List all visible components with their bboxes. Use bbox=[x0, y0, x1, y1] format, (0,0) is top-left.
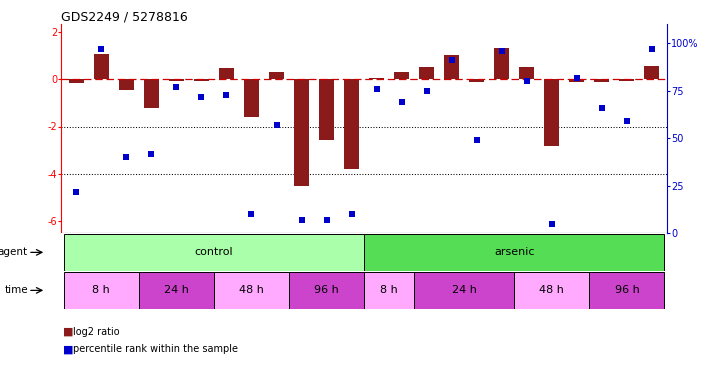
Bar bbox=[169, 79, 184, 81]
Bar bbox=[219, 68, 234, 79]
Bar bbox=[139, 272, 214, 309]
Point bbox=[396, 99, 407, 105]
Bar bbox=[519, 67, 534, 79]
Text: 24 h: 24 h bbox=[452, 285, 477, 296]
Bar bbox=[364, 234, 665, 271]
Point bbox=[171, 84, 182, 90]
Text: ■: ■ bbox=[63, 345, 74, 354]
Bar bbox=[394, 72, 409, 79]
Bar bbox=[194, 79, 209, 81]
Bar bbox=[544, 79, 559, 146]
Text: 96 h: 96 h bbox=[614, 285, 640, 296]
Text: 96 h: 96 h bbox=[314, 285, 339, 296]
Bar bbox=[119, 79, 134, 90]
Bar bbox=[94, 54, 109, 79]
Point bbox=[596, 105, 608, 111]
Point bbox=[71, 189, 82, 195]
Bar bbox=[269, 72, 284, 79]
Point bbox=[546, 221, 557, 227]
Point bbox=[321, 217, 332, 223]
Text: ■: ■ bbox=[63, 327, 74, 337]
Bar bbox=[594, 79, 609, 82]
Bar bbox=[294, 79, 309, 186]
Text: 48 h: 48 h bbox=[239, 285, 264, 296]
Point bbox=[195, 94, 207, 100]
Point bbox=[296, 217, 307, 223]
Text: GDS2249 / 5278816: GDS2249 / 5278816 bbox=[61, 10, 188, 23]
Text: control: control bbox=[195, 248, 234, 257]
Bar bbox=[63, 234, 364, 271]
Text: percentile rank within the sample: percentile rank within the sample bbox=[73, 345, 238, 354]
Point bbox=[346, 211, 358, 217]
Text: 8 h: 8 h bbox=[380, 285, 398, 296]
Point bbox=[246, 211, 257, 217]
Bar bbox=[289, 272, 364, 309]
Bar bbox=[364, 272, 414, 309]
Text: 48 h: 48 h bbox=[539, 285, 565, 296]
Point bbox=[371, 86, 382, 92]
Bar bbox=[214, 272, 289, 309]
Point bbox=[221, 92, 232, 98]
Bar bbox=[444, 55, 459, 79]
Bar bbox=[419, 67, 434, 79]
Text: 8 h: 8 h bbox=[92, 285, 110, 296]
Bar bbox=[570, 79, 584, 82]
Point bbox=[521, 78, 533, 84]
Point bbox=[271, 122, 283, 128]
Bar bbox=[63, 272, 139, 309]
Text: log2 ratio: log2 ratio bbox=[73, 327, 120, 337]
Bar bbox=[645, 66, 660, 79]
Point bbox=[646, 46, 658, 52]
Point bbox=[471, 137, 482, 143]
Bar bbox=[589, 272, 665, 309]
Text: arsenic: arsenic bbox=[494, 248, 534, 257]
Bar bbox=[619, 79, 634, 81]
Bar bbox=[369, 78, 384, 79]
Point bbox=[621, 118, 632, 124]
Point bbox=[446, 57, 457, 63]
Bar bbox=[68, 79, 84, 82]
Point bbox=[96, 46, 107, 52]
Bar bbox=[414, 272, 514, 309]
Text: agent: agent bbox=[0, 248, 28, 257]
Text: 24 h: 24 h bbox=[164, 285, 189, 296]
Bar bbox=[344, 79, 359, 169]
Bar bbox=[514, 272, 589, 309]
Point bbox=[421, 88, 433, 94]
Bar bbox=[144, 79, 159, 108]
Point bbox=[120, 154, 132, 160]
Text: time: time bbox=[4, 285, 28, 296]
Bar bbox=[244, 79, 259, 117]
Bar bbox=[469, 79, 485, 82]
Point bbox=[496, 48, 508, 54]
Bar bbox=[319, 79, 334, 140]
Point bbox=[146, 151, 157, 157]
Point bbox=[571, 75, 583, 81]
Bar bbox=[494, 48, 509, 79]
